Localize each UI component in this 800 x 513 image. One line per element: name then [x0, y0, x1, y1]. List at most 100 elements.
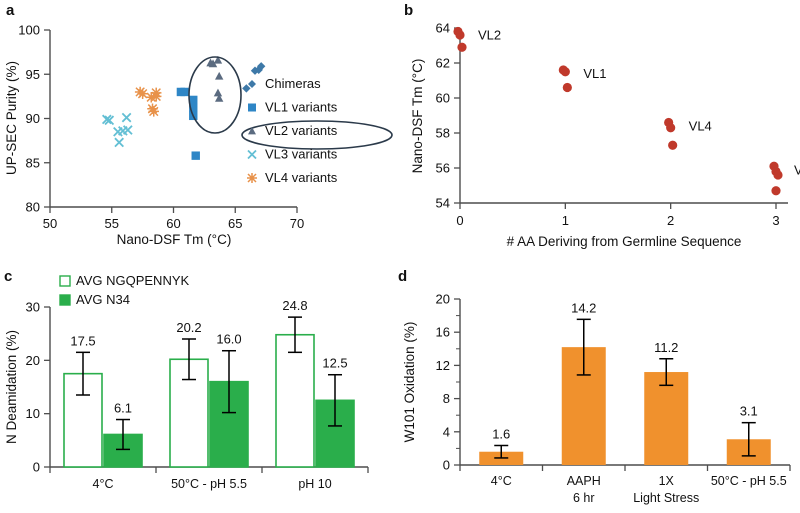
y-tick-label: 58 — [436, 126, 450, 141]
marker-cross — [101, 114, 112, 125]
marker-circle — [560, 67, 570, 77]
marker-triangle — [213, 55, 223, 64]
x-tick-label: 60 — [166, 216, 180, 231]
x-tick-label: 3 — [772, 213, 779, 228]
panel-d-svg: 0 4 8 12 16 20 1.6 14.2 11.2 3.1 4°C AAPH 6 hr 1X Li… — [402, 292, 791, 505]
marker-asterisk — [148, 106, 159, 117]
group-label-vl1: VL1 — [583, 66, 606, 81]
panel-b-axes — [459, 28, 788, 204]
category-label: 50°C - pH 5.5 — [171, 477, 247, 491]
panel-d-y-axis-title: W101 Oxidation (%) — [402, 322, 417, 443]
error-bar — [659, 358, 674, 387]
bar-value-label: 24.8 — [282, 298, 307, 313]
panel-a-y-ticks: 80 85 90 95 100 — [18, 23, 50, 215]
marker-triangle — [214, 93, 224, 102]
panel-b-group-labels: VL2 VL1 VL4 VL3 — [478, 28, 800, 178]
x-tick-label: 70 — [290, 216, 304, 231]
panel-b-data-points — [453, 26, 783, 196]
panel-a-x-axis-title: Nano-DSF Tm (°C) — [117, 232, 232, 247]
error-bar — [222, 349, 236, 414]
legend-label-chimeras: Chimeras — [265, 76, 321, 91]
marker-asterisk — [150, 91, 162, 102]
panel-c-y-axis-title: N Deamidation (%) — [4, 330, 19, 444]
y-tick-label: 10 — [26, 406, 40, 421]
legend-label-vl1-variants: VL1 variants — [265, 100, 338, 115]
y-tick-label: 95 — [26, 67, 40, 82]
legend-label: AVG N34 — [76, 292, 130, 307]
panel-d-bars: 1.6 14.2 11.2 3.1 — [479, 300, 771, 465]
marker-asterisk — [147, 103, 158, 115]
y-tick-label: 30 — [26, 300, 40, 315]
marker-cross — [104, 115, 115, 126]
marker-circle — [455, 30, 465, 40]
marker-square — [189, 95, 198, 105]
panel-b-svg: 54 56 58 60 62 64 0 1 2 3 VL2 VL1 VL4 VL3 # AA Deri… — [410, 21, 800, 250]
marker-square — [191, 151, 200, 160]
panel-b-letter: b — [404, 2, 414, 19]
panel-d-bar-chart: d 0 4 8 12 16 20 1.6 14.2 11.2 3.1 4°C AAPH 6 hr 1X… — [392, 262, 800, 513]
x-tick-label: 1 — [562, 213, 569, 228]
y-tick-label: 54 — [436, 196, 450, 211]
panel-b-y-axis-title: Nano-DSF Tm (°C) — [410, 59, 425, 174]
panel-a-svg: 80 85 90 95 100 50 55 60 65 70 Chimeras VL1 varia… — [4, 23, 393, 247]
panel-c-letter: c — [4, 268, 13, 285]
marker-circle — [562, 82, 572, 93]
marker-diamond — [242, 84, 251, 93]
error-bar — [494, 444, 509, 459]
panel-a-letter: a — [6, 2, 15, 19]
vl2-legend-ellipse — [241, 120, 393, 150]
error-bar — [576, 318, 591, 376]
panel-a-y-axis-title: UP-SEC Purity (%) — [4, 61, 19, 175]
panel-d-category-labels: 4°C AAPH 6 hr 1X Light Stress 50°C - pH 5.5 — [491, 474, 787, 505]
panel-c-category-ticks — [49, 467, 369, 473]
y-tick-label: 8 — [443, 391, 450, 406]
legend-label-vl2-variants: VL2 variants — [265, 123, 338, 138]
y-tick-label: 80 — [26, 200, 40, 215]
panel-a-legend: Chimeras VL1 variants VL2 variants VL3 vari… — [247, 76, 338, 185]
y-tick-label: 62 — [436, 56, 450, 71]
panel-c-svg: 0 10 20 30 17.5 6.1 20.2 16.0 24.8 12.5 4°C 50°C … — [4, 273, 369, 491]
marker-circle — [771, 186, 781, 196]
legend-swatch — [59, 294, 71, 306]
x-tick-label: 2 — [667, 213, 674, 228]
x-tick-label: 50 — [43, 216, 57, 231]
error-bar — [328, 373, 342, 427]
marker-cross — [247, 149, 257, 160]
error-bar — [76, 351, 90, 396]
bar-value-label: 12.5 — [322, 356, 347, 371]
vl2-cluster-ellipse — [188, 56, 242, 134]
marker-cross — [122, 125, 133, 135]
marker-asterisk — [146, 92, 157, 103]
y-tick-label: 12 — [436, 358, 450, 373]
panel-b-x-ticks: 0 1 2 3 — [456, 203, 780, 228]
bar-value-label: 3.1 — [740, 404, 758, 419]
bar-value-label: 17.5 — [70, 333, 95, 348]
marker-triangle — [213, 88, 223, 97]
panel-c-y-ticks: 0 10 20 30 — [26, 300, 50, 475]
y-tick-label: 0 — [33, 460, 40, 475]
panel-a-data-points — [101, 55, 266, 160]
marker-asterisk — [137, 88, 148, 99]
group-label-vl4: VL4 — [689, 119, 712, 134]
error-bar — [741, 421, 756, 457]
marker-cross — [121, 112, 132, 123]
marker-circle — [668, 140, 678, 150]
category-label: 50°C - pH 5.5 — [711, 474, 787, 488]
bar-value-label: 6.1 — [114, 401, 132, 416]
marker-triangle — [248, 127, 256, 135]
marker-diamond — [248, 80, 256, 88]
x-tick-label: 0 — [456, 213, 463, 228]
panel-d-y-ticks: 0 4 8 12 16 20 — [436, 292, 460, 473]
error-bar — [182, 338, 196, 381]
category-label: 1X — [659, 474, 675, 488]
bar-value-label: 16.0 — [216, 332, 241, 347]
panel-c-axes — [49, 307, 368, 468]
category-label: pH 10 — [298, 477, 331, 491]
marker-triangle — [214, 71, 224, 80]
category-label: 6 hr — [573, 491, 595, 505]
y-tick-label: 0 — [443, 458, 450, 473]
bar — [103, 433, 143, 468]
panel-c-bars: 17.5 6.1 20.2 16.0 24.8 12.5 — [63, 298, 355, 468]
bar-value-label: 1.6 — [492, 426, 510, 441]
marker-triangle — [208, 59, 218, 68]
